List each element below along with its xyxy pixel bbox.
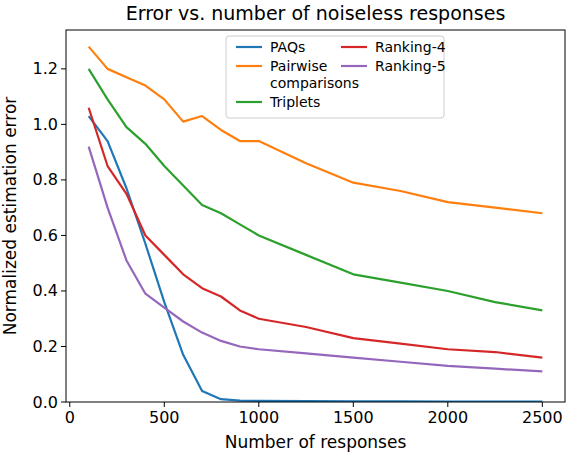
y-tick-label: 0.6 — [33, 226, 58, 245]
x-tick-label: 2500 — [522, 408, 563, 427]
series-line — [89, 69, 543, 311]
legend-swatch — [341, 46, 367, 48]
y-tick-label: 0.0 — [33, 393, 58, 412]
legend-label: Ranking-5 — [375, 58, 446, 74]
x-tick-label: 0 — [65, 408, 75, 427]
y-axis-label: Normalized estimation error — [0, 97, 20, 336]
series-line — [89, 47, 543, 214]
legend: PAQs Pairwisecomparisons Triplets Ranking-4… — [226, 36, 446, 118]
y-tick — [61, 68, 66, 69]
legend-swatch — [236, 46, 262, 48]
series-line — [89, 108, 543, 358]
x-tick-label: 1500 — [333, 408, 374, 427]
x-tick-label: 1000 — [238, 408, 279, 427]
y-tick-label: 0.8 — [33, 170, 58, 189]
x-tick — [69, 402, 70, 407]
y-tick — [61, 124, 66, 125]
legend-label-line: Pairwise — [270, 58, 327, 74]
legend-label: Ranking-4 — [375, 39, 446, 55]
chart: Error vs. number of noiseless responses 0… — [0, 0, 570, 458]
y-tick — [61, 179, 66, 180]
x-tick — [353, 402, 354, 407]
series-group — [89, 47, 543, 402]
legend-label-line: comparisons — [270, 75, 359, 91]
x-tick-label: 2000 — [427, 408, 468, 427]
y-tick — [61, 402, 66, 403]
x-tick — [542, 402, 543, 407]
x-tick — [258, 402, 259, 407]
series-line — [89, 147, 543, 372]
y-tick-label: 0.4 — [33, 281, 58, 300]
x-tick-label: 500 — [149, 408, 180, 427]
legend-label-line: Ranking-5 — [375, 58, 446, 74]
legend-label-line: Triplets — [269, 94, 320, 110]
legend-swatch — [236, 101, 262, 103]
y-tick — [61, 346, 66, 347]
x-tick — [447, 402, 448, 407]
legend-label-line: PAQs — [270, 39, 305, 55]
legend-label: PAQs — [270, 39, 305, 55]
x-axis-label: Number of responses — [225, 432, 407, 452]
legend-swatch — [236, 65, 262, 67]
y-tick-label: 1.0 — [33, 115, 58, 134]
legend-label: Triplets — [269, 94, 320, 110]
y-tick-label: 0.2 — [33, 337, 58, 356]
title: Error vs. number of noiseless responses — [126, 2, 506, 24]
y-tick-label: 1.2 — [33, 59, 58, 78]
legend-label: Pairwisecomparisons — [270, 58, 359, 91]
y-tick — [61, 290, 66, 291]
y-tick — [61, 235, 66, 236]
plot-frame — [66, 30, 565, 402]
legend-swatch — [341, 65, 367, 67]
x-tick — [164, 402, 165, 407]
legend-label-line: Ranking-4 — [375, 39, 446, 55]
